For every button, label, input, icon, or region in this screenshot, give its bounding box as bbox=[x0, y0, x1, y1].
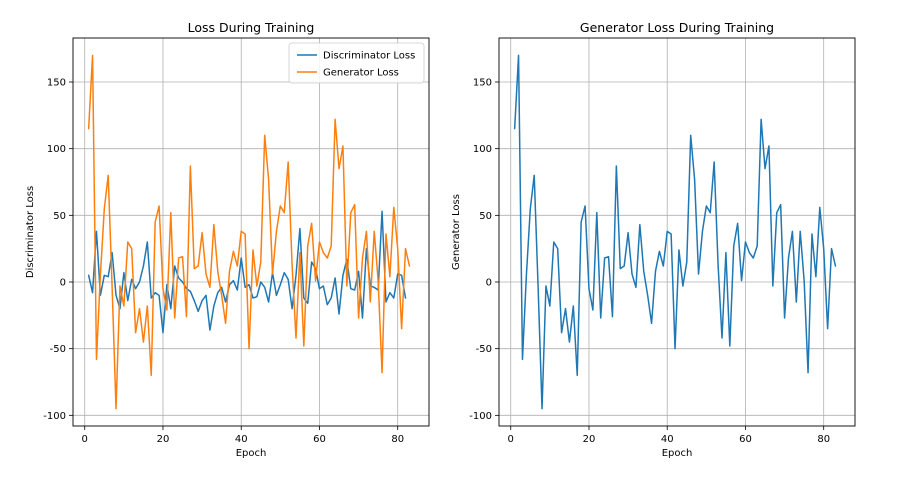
chart-1: 0 20 40 60 80 -100 -50 0 50 100 150 Loss During Tra… bbox=[25, 20, 430, 459]
legend-box bbox=[288, 42, 425, 84]
y-tick-label: 100 bbox=[473, 144, 492, 155]
y-tick-label: -100 bbox=[469, 411, 492, 422]
axes-frame bbox=[72, 37, 430, 427]
x-axis-label: Epoch bbox=[662, 448, 693, 459]
plot-area bbox=[73, 38, 429, 426]
chart-2: 0 20 40 60 80 -100 -50 0 50 100 150 Generator Loss … bbox=[451, 20, 856, 459]
x-tick-label: 60 bbox=[313, 434, 326, 445]
legend-label-1: Discriminator Loss bbox=[323, 51, 415, 62]
series-line-2 bbox=[87, 54, 411, 410]
y-tick-label: -50 bbox=[50, 344, 66, 355]
y-tick-label: -50 bbox=[476, 344, 492, 355]
x-tick-label: 0 bbox=[508, 434, 514, 445]
y-tick-label: 100 bbox=[47, 144, 66, 155]
axes-frame bbox=[498, 37, 856, 427]
x-tick-label: 0 bbox=[82, 434, 88, 445]
x-tick-label: 80 bbox=[817, 434, 830, 445]
y-tick-label: 0 bbox=[60, 278, 66, 289]
y-tick-label: -100 bbox=[43, 411, 66, 422]
y-tick-label: 150 bbox=[473, 78, 492, 89]
y-axis-label: Generator Loss bbox=[451, 194, 462, 270]
y-axis-label: Discriminator Loss bbox=[25, 186, 36, 278]
y-tick-label: 50 bbox=[479, 211, 492, 222]
legend: Discriminator Loss Generator Loss bbox=[288, 42, 425, 84]
y-tick-label: 50 bbox=[53, 211, 66, 222]
x-tick-label: 20 bbox=[583, 434, 596, 445]
x-tick-label: 40 bbox=[661, 434, 674, 445]
chart-title: Generator Loss During Training bbox=[580, 20, 774, 35]
plot-area bbox=[499, 38, 855, 426]
y-tick-label: 0 bbox=[486, 278, 492, 289]
x-axis-label: Epoch bbox=[236, 448, 267, 459]
legend-label-2: Generator Loss bbox=[323, 68, 399, 79]
x-tick-label: 60 bbox=[739, 434, 752, 445]
x-tick-label: 40 bbox=[235, 434, 248, 445]
series-line-1 bbox=[513, 54, 837, 410]
chart-title: Loss During Training bbox=[188, 20, 315, 35]
y-tick-label: 150 bbox=[47, 78, 66, 89]
x-tick-label: 80 bbox=[391, 434, 404, 445]
x-tick-label: 20 bbox=[157, 434, 170, 445]
